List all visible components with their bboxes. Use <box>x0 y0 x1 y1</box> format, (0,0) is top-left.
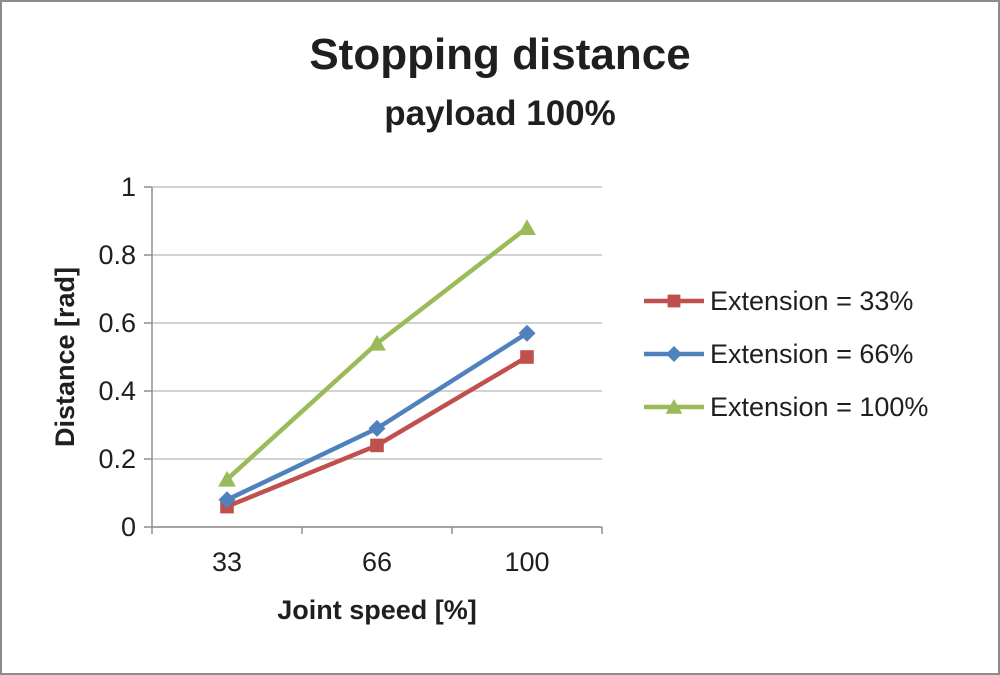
legend-swatch-diamond-icon <box>644 346 704 362</box>
svg-text:Distance [rad]: Distance [rad] <box>50 267 80 447</box>
chart-title: Stopping distance <box>309 30 691 79</box>
svg-text:0.8: 0.8 <box>98 240 136 270</box>
legend-item: Extension = 33% <box>644 285 928 317</box>
svg-text:100: 100 <box>504 547 549 577</box>
svg-text:1: 1 <box>121 172 136 202</box>
svg-text:66: 66 <box>362 547 392 577</box>
svg-text:0.4: 0.4 <box>98 376 136 406</box>
legend-label: Extension = 66% <box>710 338 914 369</box>
svg-text:Joint speed [%]: Joint speed [%] <box>277 595 477 625</box>
svg-text:0.2: 0.2 <box>98 444 136 474</box>
legend-item: Extension = 66% <box>644 338 928 370</box>
svg-text:33: 33 <box>212 547 242 577</box>
plot-area: 0 0.2 0.4 0.6 0.8 1 33 66 100 Joint speed [%] Dist… <box>50 172 603 625</box>
chart-subtitle: payload 100% <box>384 94 616 133</box>
legend-swatch-triangle-icon <box>644 399 704 414</box>
legend-item: Extension = 100% <box>644 391 928 423</box>
svg-text:0.6: 0.6 <box>98 308 136 338</box>
legend: Extension = 33% Extension = 66% Extensio… <box>644 285 928 423</box>
legend-label: Extension = 33% <box>710 285 914 316</box>
legend-label: Extension = 100% <box>710 391 929 422</box>
legend-swatch-square-icon <box>644 294 704 308</box>
svg-text:0: 0 <box>121 512 136 542</box>
